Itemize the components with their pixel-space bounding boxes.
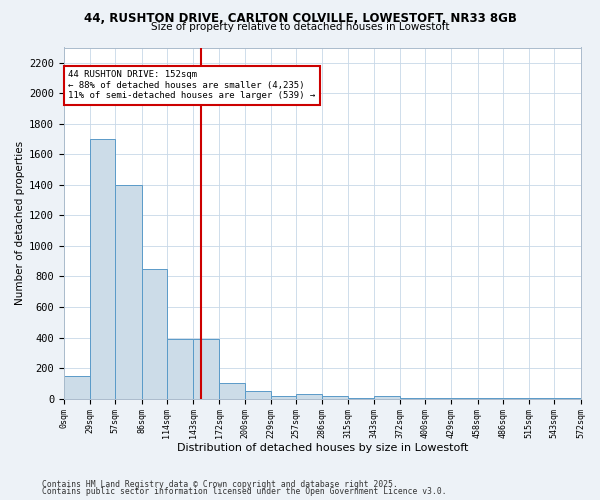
Bar xyxy=(167,339,193,398)
Text: Contains public sector information licensed under the Open Government Licence v3: Contains public sector information licen… xyxy=(42,487,446,496)
Bar xyxy=(90,139,115,398)
X-axis label: Distribution of detached houses by size in Lowestoft: Distribution of detached houses by size … xyxy=(176,442,468,452)
Text: 44, RUSHTON DRIVE, CARLTON COLVILLE, LOWESTOFT, NR33 8GB: 44, RUSHTON DRIVE, CARLTON COLVILLE, LOW… xyxy=(83,12,517,26)
Bar xyxy=(142,269,167,398)
Text: 44 RUSHTON DRIVE: 152sqm
← 88% of detached houses are smaller (4,235)
11% of sem: 44 RUSHTON DRIVE: 152sqm ← 88% of detach… xyxy=(68,70,316,100)
Bar xyxy=(245,391,271,398)
Bar xyxy=(115,185,142,398)
Bar xyxy=(271,396,296,398)
Text: Contains HM Land Registry data © Crown copyright and database right 2025.: Contains HM Land Registry data © Crown c… xyxy=(42,480,398,489)
Y-axis label: Number of detached properties: Number of detached properties xyxy=(15,141,25,305)
Bar xyxy=(193,339,219,398)
Bar xyxy=(64,376,90,398)
Bar xyxy=(296,394,322,398)
Bar xyxy=(219,382,245,398)
Text: Size of property relative to detached houses in Lowestoft: Size of property relative to detached ho… xyxy=(151,22,449,32)
Bar xyxy=(322,396,349,398)
Bar xyxy=(374,396,400,398)
